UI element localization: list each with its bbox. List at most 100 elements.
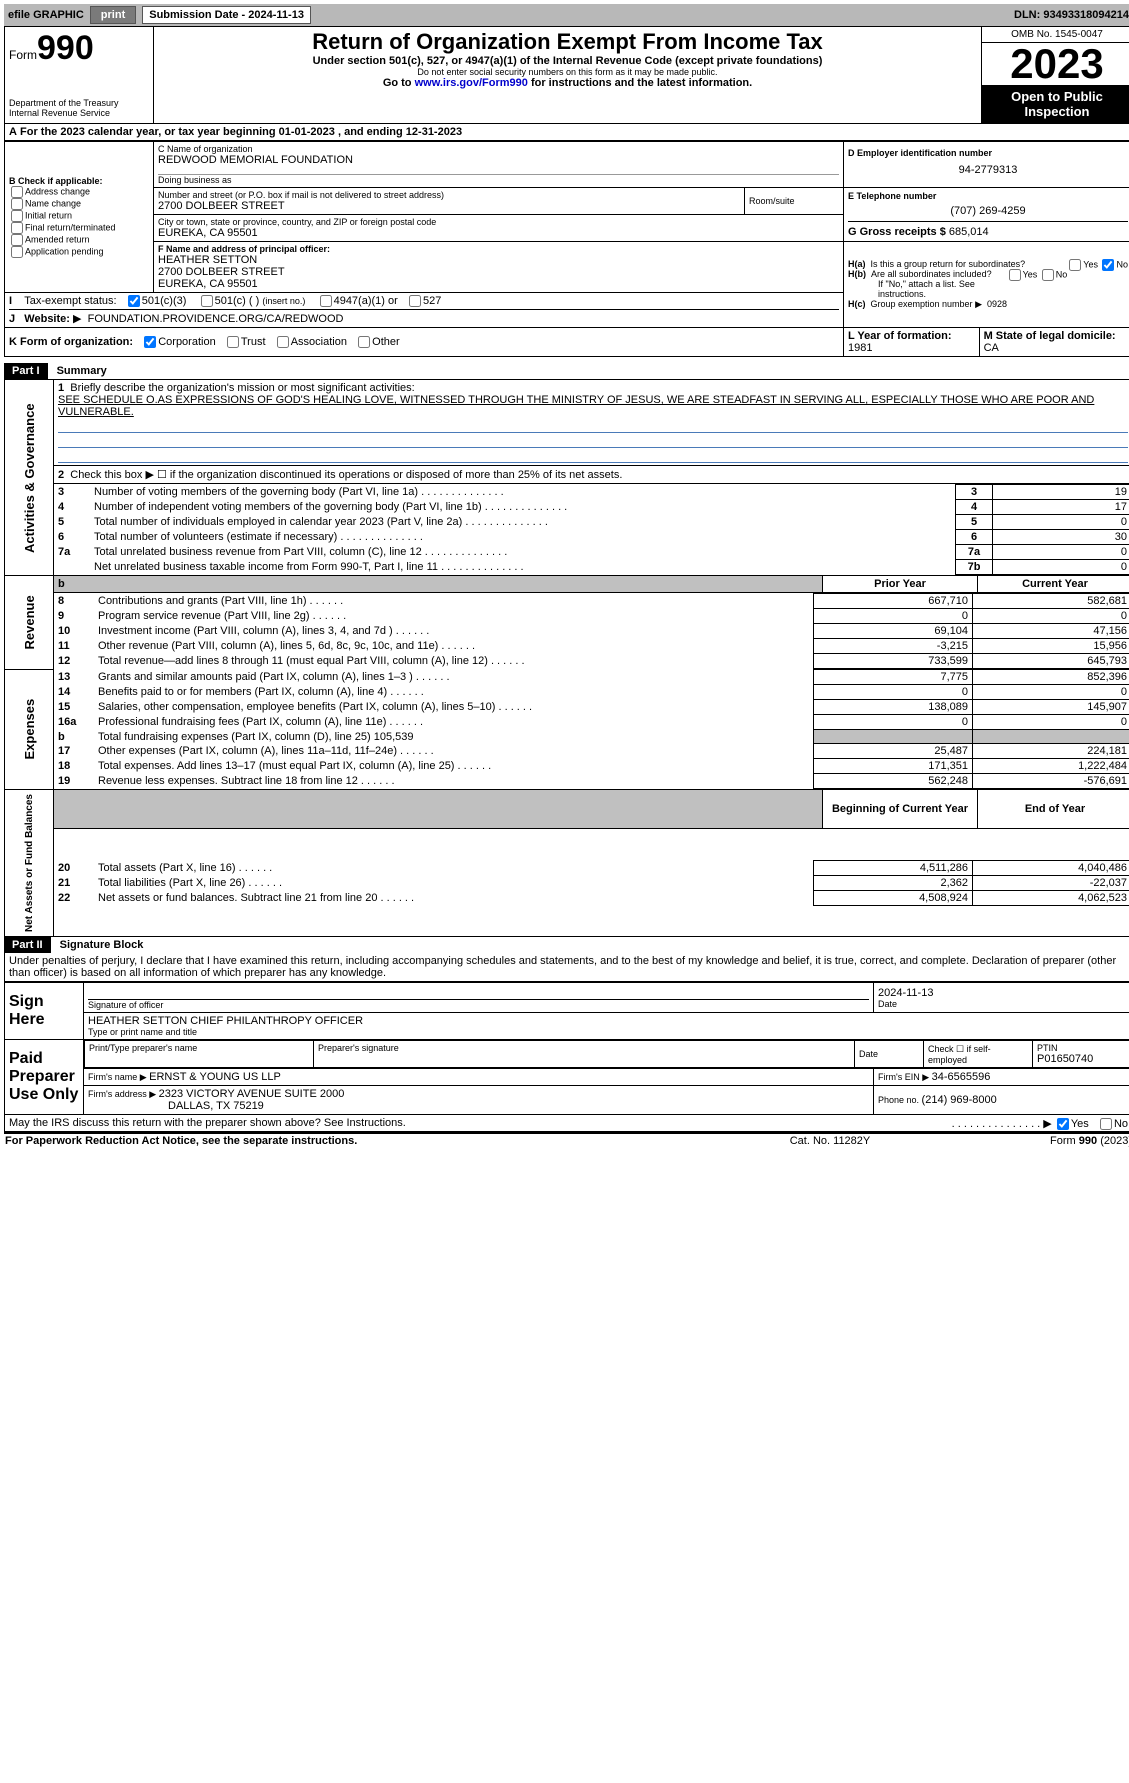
gross-receipts-label: G Gross receipts $	[848, 226, 949, 238]
org-name: REDWOOD MEMORIAL FOUNDATION	[158, 154, 839, 166]
chk-527[interactable]	[409, 295, 421, 307]
exp-line-b: bTotal fundraising expenses (Part IX, co…	[54, 730, 1129, 744]
gov-line-7a: 7aTotal unrelated business revenue from …	[54, 545, 1129, 560]
chk-assoc[interactable]	[277, 336, 289, 348]
h-b-note: If "No," attach a list. See instructions…	[848, 279, 1128, 299]
rev-line-12: 12Total revenue—add lines 8 through 11 (…	[54, 654, 1129, 669]
chk-application-pending[interactable]	[11, 246, 23, 258]
exp-line-15: 15Salaries, other compensation, employee…	[54, 700, 1129, 715]
prep-name-label: Print/Type preparer's name	[89, 1043, 309, 1053]
gov-line-6: 6Total number of volunteers (estimate if…	[54, 530, 1129, 545]
chk-other[interactable]	[358, 336, 370, 348]
chk-ha-no[interactable]	[1102, 259, 1114, 271]
efile-graphic-label: efile GRAPHIC	[8, 9, 84, 21]
type-name-label: Type or print name and title	[88, 1027, 1128, 1037]
chk-final-return[interactable]	[11, 222, 23, 234]
prep-date-label: Date	[859, 1049, 919, 1059]
chk-corp[interactable]	[144, 336, 156, 348]
chk-ha-yes[interactable]	[1069, 259, 1081, 271]
mission-text: SEE SCHEDULE O.AS EXPRESSIONS OF GOD'S H…	[58, 394, 1094, 418]
exp-line-16a: 16aProfessional fundraising fees (Part I…	[54, 715, 1129, 730]
chk-discuss-yes[interactable]	[1057, 1118, 1069, 1130]
open-public-badge: Open to Public Inspection	[982, 85, 1129, 123]
ein-label: D Employer identification number	[848, 148, 992, 158]
top-toolbar: efile GRAPHIC print Submission Date - 20…	[4, 4, 1129, 26]
part-2-header: Part II Signature Block	[4, 937, 1129, 953]
dept-treasury: Department of the Treasury	[9, 98, 149, 108]
org-name-label: C Name of organization	[158, 144, 839, 154]
tax-year: 2023	[982, 43, 1129, 85]
chk-501c3[interactable]	[128, 295, 140, 307]
chk-amended-return[interactable]	[11, 234, 23, 246]
year-formation-value: 1981	[848, 342, 872, 354]
firm-name-value: ERNST & YOUNG US LLP	[149, 1071, 281, 1083]
prep-sig-label: Preparer's signature	[318, 1043, 850, 1053]
chk-hb-yes[interactable]	[1009, 269, 1021, 281]
gov-line-7b: Net unrelated business taxable income fr…	[54, 560, 1129, 575]
firm-addr-label: Firm's address ▶	[88, 1089, 159, 1099]
ptin-value: P01650740	[1037, 1053, 1127, 1065]
officer-label: F Name and address of principal officer:	[158, 244, 330, 254]
exp-line-13: 13Grants and similar amounts paid (Part …	[54, 670, 1129, 685]
signature-grid: Sign Here Signature of officer 2024-11-1…	[4, 982, 1129, 1115]
chk-initial-return[interactable]	[11, 210, 23, 222]
chk-address-change[interactable]	[11, 186, 23, 198]
form-word: Form	[9, 48, 37, 62]
form-subtitle-2: Do not enter social security numbers on …	[158, 67, 977, 77]
rev-line-9: 9Program service revenue (Part VIII, lin…	[54, 609, 1129, 624]
sig-officer-label: Signature of officer	[88, 1000, 869, 1010]
city-value: EUREKA, CA 95501	[158, 227, 839, 239]
governance-lines-table: 3Number of voting members of the governi…	[54, 484, 1129, 575]
officer-name: HEATHER SETTON	[158, 254, 839, 266]
line-1-label: Briefly describe the organization's miss…	[70, 382, 414, 394]
chk-trust[interactable]	[227, 336, 239, 348]
h-a-row: H(a) Is this a group return for subordin…	[848, 259, 1128, 269]
dln-label: DLN: 93493318094214	[1014, 9, 1129, 21]
dba-label: Doing business as	[158, 175, 839, 185]
sig-date-label: Date	[878, 999, 1128, 1009]
cat-number: Cat. No. 11282Y	[729, 1134, 931, 1148]
domicile-label: M State of legal domicile:	[984, 330, 1116, 342]
box-b-label: B Check if applicable:	[9, 176, 103, 186]
paid-preparer-label: Paid Preparer Use Only	[5, 1040, 84, 1115]
chk-name-change[interactable]	[11, 198, 23, 210]
revenue-lines-table: 8Contributions and grants (Part VIII, li…	[54, 593, 1129, 669]
exp-line-18: 18Total expenses. Add lines 13–17 (must …	[54, 759, 1129, 774]
officer-name-title: HEATHER SETTON CHIEF PHILANTHROPY OFFICE…	[88, 1015, 1128, 1027]
expense-lines-table: 13Grants and similar amounts paid (Part …	[54, 669, 1129, 789]
ein-value: 94-2779313	[848, 158, 1128, 182]
submission-date-box: Submission Date - 2024-11-13	[142, 6, 311, 24]
officer-street: 2700 DOLBEER STREET	[158, 266, 839, 278]
firm-phone-value: (214) 969-8000	[922, 1094, 997, 1106]
gov-line-3: 3Number of voting members of the governi…	[54, 485, 1129, 500]
chk-hb-no[interactable]	[1042, 269, 1054, 281]
sign-here-label: Sign Here	[5, 983, 84, 1040]
rev-line-10: 10Investment income (Part VIII, column (…	[54, 624, 1129, 639]
website-row: J Website: ▶ FOUNDATION.PROVIDENCE.ORG/C…	[9, 309, 839, 325]
vlabel-expenses: Expenses	[5, 669, 54, 790]
form-header-grid: Form990 Department of the Treasury Inter…	[4, 26, 1129, 124]
irs-form990-link[interactable]: www.irs.gov/Form990	[415, 77, 528, 89]
discuss-row: May the IRS discuss this return with the…	[4, 1115, 1129, 1132]
vlabel-revenue: Revenue	[5, 576, 54, 670]
vlabel-net-assets: Net Assets or Fund Balances	[5, 790, 54, 937]
line-2-text: Check this box ▶ ☐ if the organization d…	[70, 469, 622, 481]
period-line-a: A For the 2023 calendar year, or tax yea…	[4, 124, 1129, 141]
exp-line-19: 19Revenue less expenses. Subtract line 1…	[54, 774, 1129, 789]
street-value: 2700 DOLBEER STREET	[158, 200, 740, 212]
chk-4947a1[interactable]	[320, 295, 332, 307]
street-label: Number and street (or P.O. box if mail i…	[158, 190, 740, 200]
chk-discuss-no[interactable]	[1100, 1118, 1112, 1130]
part-1-grid: Activities & Governance 1 Briefly descri…	[4, 379, 1129, 937]
city-label: City or town, state or province, country…	[158, 217, 839, 227]
form-of-org-row: K Form of organization: Corporation Trus…	[5, 328, 844, 357]
chk-501c-other[interactable]	[201, 295, 213, 307]
paperwork-notice: For Paperwork Reduction Act Notice, see …	[5, 1135, 357, 1147]
form-subtitle-1: Under section 501(c), 527, or 4947(a)(1)…	[158, 55, 977, 67]
vlabel-activities-governance: Activities & Governance	[5, 380, 54, 576]
phone-label: E Telephone number	[848, 191, 936, 201]
officer-city: EUREKA, CA 95501	[158, 278, 839, 290]
exp-line-17: 17Other expenses (Part IX, column (A), l…	[54, 744, 1129, 759]
print-button[interactable]: print	[90, 6, 136, 24]
netassets-lines-table: 20Total assets (Part X, line 16) . . . .…	[54, 860, 1129, 906]
